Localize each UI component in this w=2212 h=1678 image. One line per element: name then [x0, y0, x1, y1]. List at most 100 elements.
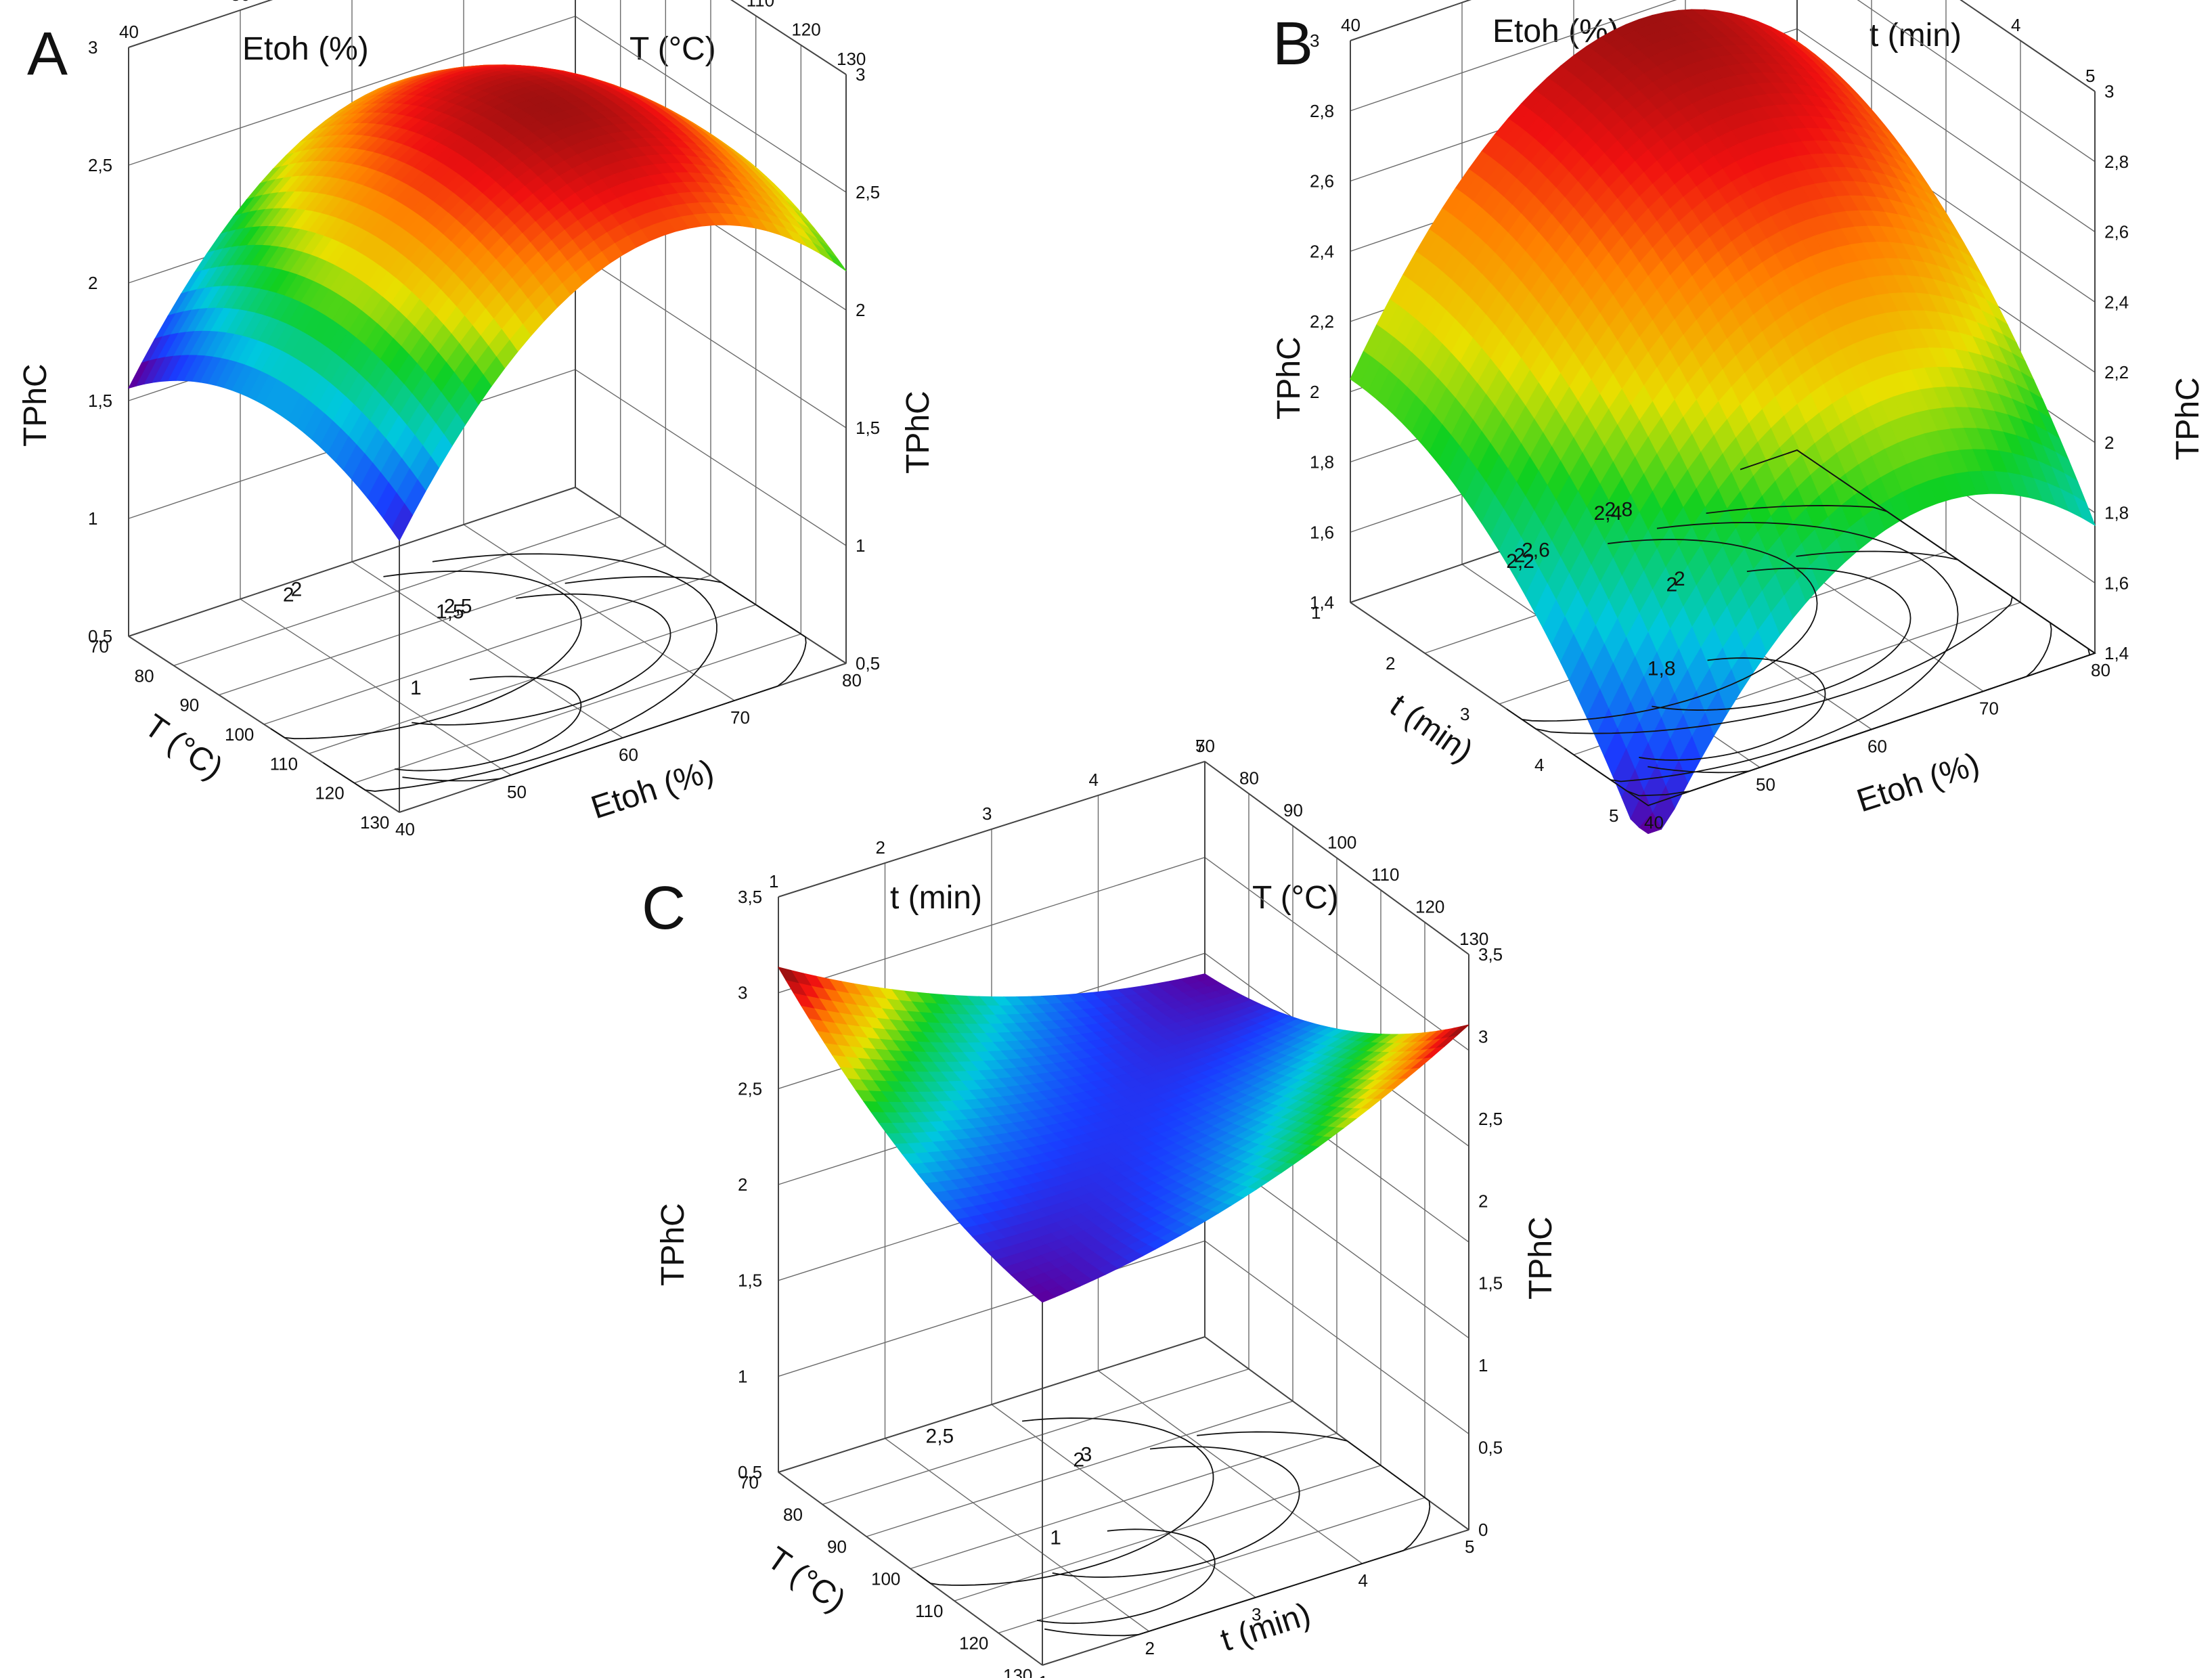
z-tick-right: 1,5 [856, 418, 880, 438]
panel-b-right-title: TPhC [2170, 377, 2206, 460]
y-tick-top: 5 [2085, 66, 2095, 86]
y-tick-bottom: 130 [360, 812, 389, 833]
z-tick-left: 0,5 [88, 626, 112, 646]
panel-a-bottom-right-title: Etoh (%) [587, 753, 718, 826]
x-tick-top: 3 [982, 803, 992, 824]
contour-line [323, 553, 717, 792]
contour-line [1652, 567, 1911, 711]
y-tick-bottom: 2 [1386, 653, 1395, 674]
x-tick-bottom: 60 [619, 745, 638, 765]
panel-a-bottom-left-title: T (°C) [138, 708, 229, 787]
panel-b-letter: B [1273, 10, 1313, 78]
contour-line [1044, 1431, 1431, 1637]
z-tick-right: 3 [1478, 1026, 1488, 1046]
z-tick-right: 1,6 [2104, 573, 2129, 593]
box-edge [778, 1472, 1043, 1666]
contour-label: 3 [1081, 1444, 1092, 1466]
z-tick-right: 2 [2104, 433, 2114, 453]
box-edge [778, 1336, 1205, 1473]
x-tick-bottom: 40 [1644, 812, 1664, 833]
panel-c-right-title: TPhC [1523, 1216, 1559, 1300]
contour-label: 1,8 [1647, 658, 1676, 680]
panel-c-contours: 122,53 [916, 1417, 1431, 1637]
z-tick-left: 2 [738, 1174, 747, 1195]
z-tick-right: 1,5 [1478, 1273, 1503, 1294]
z-tick-left: 1,5 [88, 391, 112, 411]
panel-b: B Etoh (%) t (min) TPhC TPhC t (min) Eto… [1271, 0, 2206, 835]
contour-label: 2,8 [1604, 499, 1633, 521]
contour-label: 1,5 [436, 600, 464, 623]
contour-label: 2 [283, 583, 294, 606]
grid-line-z [1350, 0, 2096, 162]
surface-patch [1639, 812, 1662, 835]
z-tick-right: 2,2 [2104, 362, 2129, 382]
box-edge [128, 487, 576, 637]
y-tick-top: 120 [1415, 897, 1444, 917]
grid-line-z [778, 761, 1469, 955]
panel-b-top-right-title: t (min) [1870, 18, 1962, 53]
x-tick-bottom: 80 [842, 670, 862, 690]
y-tick-top: 90 [1283, 800, 1303, 820]
contour-label: 2,5 [444, 595, 472, 617]
box-edge [1960, 0, 2096, 92]
contour-label: 2,4 [1594, 502, 1622, 525]
x-tick-bottom: 70 [730, 707, 750, 728]
x-tick-top: 40 [119, 22, 139, 42]
z-tick-right: 1 [1478, 1355, 1488, 1375]
y-tick-bottom: 4 [1534, 755, 1544, 775]
x-tick-bottom: 1 [1038, 1672, 1048, 1678]
panel-b-surface [1350, 9, 2096, 835]
x-tick-bottom: 60 [1867, 736, 1887, 757]
x-tick-top: 1 [769, 871, 778, 891]
panel-a-ticks: 0,5 1 1,5 2 2,5 3 0,5 1 1,5 2 2,5 3 40 50 60 70 80 130 120… [88, 0, 880, 839]
y-tick-bottom: 110 [915, 1601, 943, 1621]
box-edge [1204, 761, 1469, 955]
y-tick-bottom: 80 [135, 665, 154, 686]
panel-a-right-title: TPhC [900, 391, 936, 474]
z-tick-left: 2,5 [88, 155, 112, 175]
contour-line [402, 576, 807, 782]
panel-a-contours: 1 1,5 2 2,5 2 [270, 553, 807, 792]
contour-label: 2 [1666, 573, 1678, 596]
panel-a-surface [127, 64, 847, 542]
panel-c-top-right-title: T (°C) [1252, 880, 1339, 916]
y-tick-top: 70 [1195, 736, 1215, 756]
z-tick-right: 0,5 [856, 653, 880, 674]
y-tick-bottom: 1 [1311, 602, 1321, 623]
panel-a-letter: A [27, 20, 68, 88]
y-tick-bottom: 90 [179, 695, 199, 715]
y-tick-top: 100 [1327, 833, 1356, 853]
z-tick-right: 2,8 [2104, 152, 2129, 172]
x-tick-bottom: 50 [1756, 774, 1775, 795]
x-tick-bottom: 40 [395, 819, 415, 839]
panel-c-letter: C [642, 875, 686, 942]
y-tick-bottom: 100 [225, 724, 254, 745]
panel-c-top-left-title: t (min) [890, 880, 982, 916]
y-tick-bottom: 70 [89, 636, 109, 657]
x-tick-top: 40 [1341, 15, 1361, 35]
z-tick-right: 1,8 [2104, 503, 2129, 523]
z-tick-right: 3 [856, 64, 865, 85]
z-tick-left: 3,5 [738, 887, 762, 907]
contour-line [1564, 522, 1959, 782]
grid-line-z [128, 487, 847, 664]
contour-line [916, 1417, 1214, 1586]
x-tick-bottom: 70 [1979, 698, 1999, 718]
box-edge [778, 761, 1205, 898]
contour-line [1506, 539, 1818, 722]
y-tick-top: 4 [2011, 15, 2020, 35]
x-tick-bottom: 50 [507, 782, 527, 802]
panel-a: A Etoh (%) T (°C) TPhC TPhC T (°C) Etoh … [18, 0, 936, 839]
z-tick-left: 3 [88, 37, 97, 58]
contour-line [1576, 449, 2096, 797]
y-tick-top: 80 [1239, 768, 1259, 789]
z-tick-left: 3 [738, 983, 747, 1003]
contour-label: 2,5 [926, 1425, 954, 1447]
box-edge [730, 0, 847, 75]
panel-b-bottom-right-title: Etoh (%) [1853, 746, 1984, 819]
x-tick-top: 50 [231, 0, 250, 5]
z-tick-right: 2,5 [1478, 1109, 1503, 1129]
z-tick-right: 2,4 [2104, 292, 2129, 312]
